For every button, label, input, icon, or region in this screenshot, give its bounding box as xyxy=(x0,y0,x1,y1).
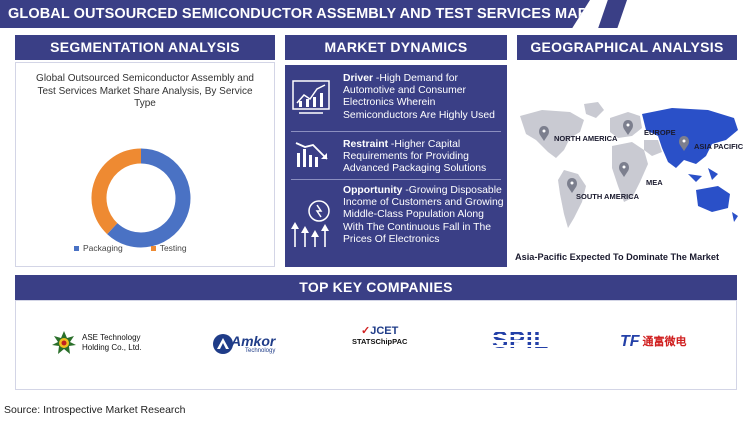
legend-item-packaging: Packaging xyxy=(74,243,123,253)
jcet-mark-icon: ✓ xyxy=(361,325,371,337)
divider xyxy=(291,179,501,180)
declining-chart-icon xyxy=(293,137,331,171)
world-map: NORTH AMERICA EUROPE ASIA PACIFIC MEA SO… xyxy=(512,90,744,240)
logo-spil: SPIL xyxy=(492,327,550,354)
logo-text: 通富微电 xyxy=(642,336,687,348)
driver-description: -High Demand for Automotive and Consumer… xyxy=(343,73,495,121)
segmentation-panel: Global Outsourced Semiconductor Assembly… xyxy=(15,62,275,267)
donut-chart xyxy=(91,148,191,248)
logo-jcet: ✓JCET STATSChipPAC xyxy=(352,325,407,347)
legend-swatch xyxy=(150,246,156,252)
companies-heading: TOP KEY COMPANIES xyxy=(15,275,737,300)
logo-ase: ASE Technology Holding Co., Ltd. xyxy=(52,331,142,355)
logo-text: JCET xyxy=(370,325,399,337)
opportunity-description: -Growing Disposable Income of Customers … xyxy=(343,185,504,245)
legend-item-testing: Testing xyxy=(150,243,187,253)
legend-label: Packaging xyxy=(83,243,123,253)
source-note: Source: Introspective Market Research xyxy=(4,404,186,416)
banner-decoration xyxy=(598,0,627,28)
restraint-text: Restraint -Higher Capital Requirements f… xyxy=(343,139,505,176)
chart-legend: Packaging Testing xyxy=(74,243,244,253)
dynamics-panel: Driver -High Demand for Automotive and C… xyxy=(285,65,507,267)
idea-arrows-icon xyxy=(289,197,333,249)
dynamics-heading: MARKET DYNAMICS xyxy=(285,35,507,60)
donut-slice-testing xyxy=(91,148,142,235)
donut-slice-packaging xyxy=(107,148,191,248)
report-title: GLOBAL OUTSOURCED SEMICONDUCTOR ASSEMBLY… xyxy=(0,0,590,28)
chart-title: Global Outsourced Semiconductor Assembly… xyxy=(36,73,254,109)
geography-caption: Asia-Pacific Expected To Dominate The Ma… xyxy=(515,252,720,262)
logo-amkor: Amkor Technology xyxy=(212,333,275,355)
opportunity-label: Opportunity xyxy=(343,185,403,196)
logo-text: TF xyxy=(620,333,640,350)
region-label: ASIA PACIFIC xyxy=(694,142,744,151)
restraint-description: -Higher Capital Requirements for Providi… xyxy=(343,139,487,175)
restraint-label: Restraint xyxy=(343,139,389,150)
opportunity-text: Opportunity -Growing Disposable Income o… xyxy=(343,185,505,246)
growth-chart-icon xyxy=(291,77,331,117)
divider xyxy=(291,131,501,132)
driver-text: Driver -High Demand for Automotive and C… xyxy=(343,73,505,122)
driver-label: Driver xyxy=(343,73,374,84)
legend-swatch xyxy=(74,246,79,252)
logo-text: ASE Technology xyxy=(82,333,141,342)
logo-text: STATSChipPAC xyxy=(352,337,408,346)
logo-text: Amkor xyxy=(231,332,276,349)
logo-tf: TF 通富微电 xyxy=(620,333,687,351)
region-label: NORTH AMERICA xyxy=(554,134,618,143)
legend-label: Testing xyxy=(159,243,187,253)
region-label: SOUTH AMERICA xyxy=(576,192,640,201)
logo-text: Holding Co., Ltd. xyxy=(82,343,142,352)
companies-panel: ASE Technology Holding Co., Ltd. Amkor T… xyxy=(15,300,737,390)
logo-text: Technology xyxy=(245,347,276,354)
region-label: MEA xyxy=(646,178,663,187)
geography-heading: GEOGRAPHICAL ANALYSIS xyxy=(517,35,737,60)
ase-emblem-icon xyxy=(52,331,76,354)
amkor-emblem-icon xyxy=(213,334,233,354)
segmentation-heading: SEGMENTATION ANALYSIS xyxy=(15,35,275,60)
region-label: EUROPE xyxy=(644,128,676,137)
